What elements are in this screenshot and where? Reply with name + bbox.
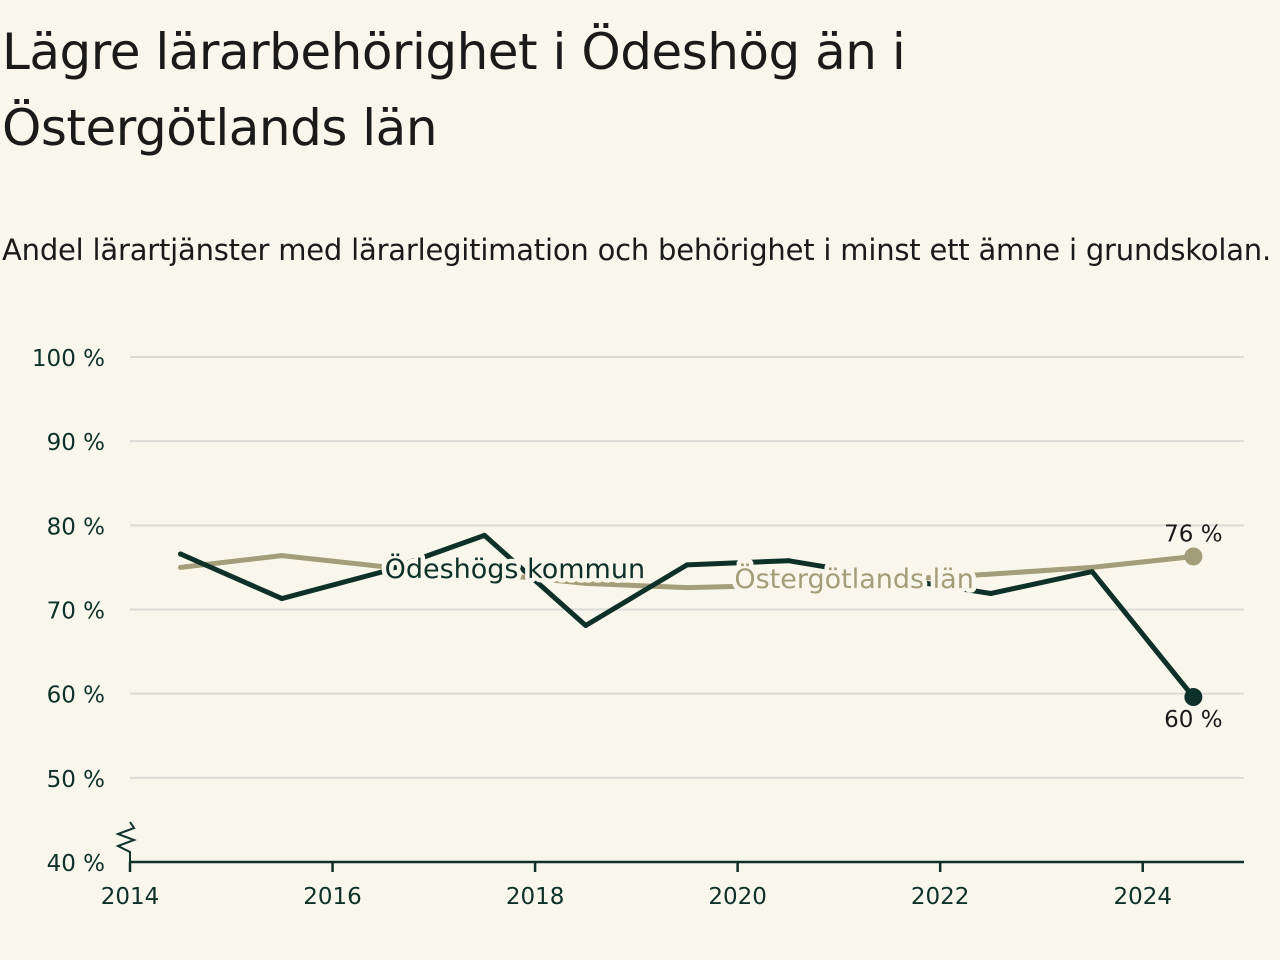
data-point-kommun (1089, 569, 1095, 575)
data-point-lan (583, 580, 589, 586)
axis-break-icon (115, 821, 137, 862)
data-point-lan (785, 582, 791, 588)
data-point-kommun (1184, 688, 1203, 707)
x-tick-label: 2018 (506, 884, 565, 910)
data-point-lan (279, 553, 285, 559)
data-point-kommun (684, 562, 690, 568)
y-tick-label: 60 % (47, 683, 105, 709)
line-chart: 40 % 50 % 60 % 70 % 80 % 90 % 100 % 2014 2016 201… (32, 346, 1244, 910)
y-tick-label: 50 % (47, 767, 105, 793)
data-point-lan (481, 570, 487, 576)
data-point-kommun (887, 575, 893, 581)
data-point-lan (1089, 564, 1095, 570)
chart-subtitle: Andel lärartjänster med lärarlegitimatio… (2, 233, 1271, 267)
x-tick-label: 2014 (101, 884, 160, 910)
series-label-ostergotlands-lan: Östergötlands län (734, 563, 974, 595)
data-point-lan (684, 585, 690, 591)
data-point-kommun (785, 558, 791, 564)
x-tick-label: 2016 (303, 884, 362, 910)
y-tick-label: 40 % (47, 851, 105, 877)
data-point-kommun (481, 532, 487, 538)
data-point-lan (1184, 547, 1203, 566)
data-point-lan (380, 564, 386, 570)
y-tick-label: 80 % (47, 514, 105, 540)
end-value-label-odeshogs-kommun: 60 % (1164, 707, 1222, 733)
data-point-kommun (178, 551, 184, 557)
data-point-kommun (279, 596, 285, 602)
data-point-kommun (988, 591, 994, 597)
data-point-lan (178, 564, 184, 570)
chart-title: Lägre lärarbehörighet i Ödeshög än i Öst… (2, 23, 906, 157)
series-label-odeshogs-kommun: Ödeshögs kommun (385, 553, 646, 585)
x-tick-label: 2022 (911, 884, 970, 910)
y-tick-label: 70 % (47, 599, 105, 625)
x-tick-label: 2024 (1113, 884, 1172, 910)
data-point-kommun (583, 622, 589, 628)
x-tick-label: 2020 (708, 884, 767, 910)
y-tick-label: 90 % (47, 430, 105, 456)
y-tick-label: 100 % (32, 346, 105, 372)
data-point-lan (988, 571, 994, 577)
data-point-kommun (380, 569, 386, 575)
end-value-label-ostergotlands-lan: 76 % (1164, 521, 1222, 547)
